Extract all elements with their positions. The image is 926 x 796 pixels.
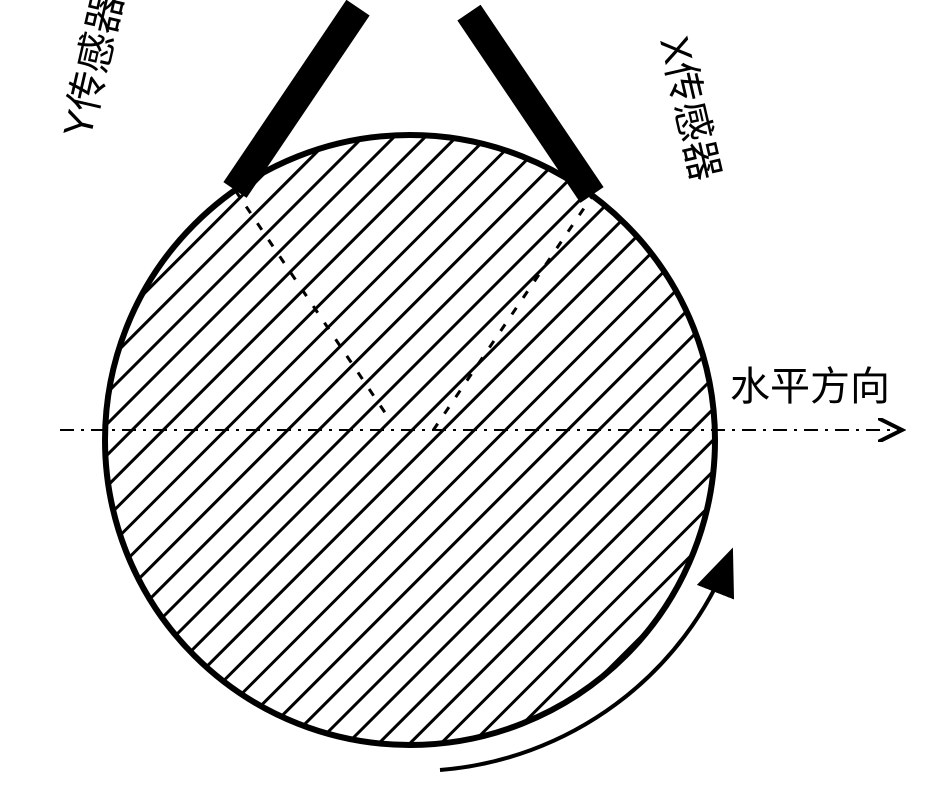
horizontal-axis-label: 水平方向 — [730, 365, 890, 409]
sensor-diagram: Y传感器 X传感器 水平方向 — [0, 0, 926, 791]
diagram-svg: Y传感器 X传感器 水平方向 — [0, 0, 926, 791]
y-sensor-label: Y传感器 — [56, 0, 132, 142]
x-sensor-label: X传感器 — [651, 32, 727, 185]
shaft-circle — [105, 135, 715, 745]
